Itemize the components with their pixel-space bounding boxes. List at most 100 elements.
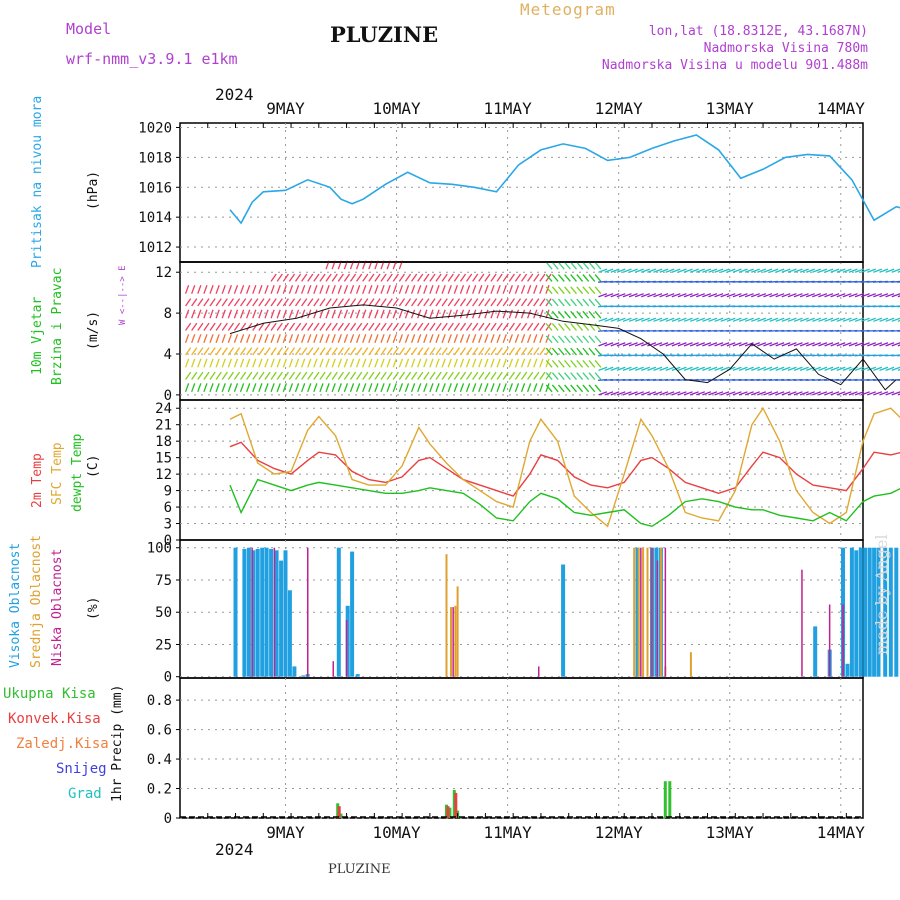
wind-arrow [276, 383, 281, 393]
wind-arrow [441, 383, 446, 393]
wind-arrow [233, 347, 241, 356]
wind-arrow [588, 384, 596, 393]
wind-arrow [380, 334, 385, 343]
wind-arrow [689, 317, 699, 322]
wind-arrow [873, 391, 883, 396]
wind-arrow [325, 334, 330, 343]
wind-arrow [282, 347, 289, 356]
high-cloud-bar [350, 551, 355, 677]
wind-arrow [386, 298, 393, 307]
wind-arrow [702, 391, 712, 396]
wind-arrow [582, 323, 590, 331]
wind-arrow [313, 383, 318, 393]
wind-arrow [398, 371, 406, 380]
wind-arrow [570, 298, 577, 307]
wind-arrow [423, 273, 430, 282]
wind-arrow [897, 281, 900, 283]
wind-arrow [258, 285, 263, 294]
y-tick-label: 1016 [138, 180, 172, 196]
wind-arrow [374, 285, 379, 294]
y-tick-label: 25 [155, 637, 172, 653]
wind-arrow [203, 298, 210, 307]
wind-arrow [453, 358, 458, 368]
wind-arrow [732, 342, 742, 347]
wind-arrow [398, 285, 404, 294]
wind-arrow [564, 286, 571, 295]
wind-arrow [362, 383, 367, 393]
wind-arrow [215, 322, 222, 331]
high-cloud-bar [883, 547, 888, 677]
wind-arrow [374, 334, 379, 343]
wind-arrow [411, 371, 418, 380]
wind-arrow [610, 268, 620, 273]
wind-arrow [582, 335, 590, 344]
wind-arrow [319, 309, 324, 319]
wind-arrow [545, 285, 550, 294]
wind-arrow [508, 322, 515, 331]
wind-arrow [343, 383, 349, 393]
wind-arrow [588, 261, 596, 270]
wind-arrow [616, 391, 626, 396]
wind-arrow [594, 298, 602, 307]
y-tick-label: 18 [155, 434, 172, 450]
wind-arrow [897, 305, 900, 308]
wind-arrow [490, 358, 495, 368]
wind-arrow [582, 298, 590, 307]
wind-arrow [307, 273, 314, 282]
wind-arrow [720, 342, 730, 347]
wind-arrow [368, 298, 375, 307]
wind-arrow [191, 347, 198, 356]
wind-arrow [276, 347, 283, 356]
top-day-label: 9MAY [266, 99, 305, 118]
wind-arrow [897, 319, 900, 322]
wind-arrow [653, 391, 663, 396]
wind-arrow [793, 317, 803, 322]
wind-arrow [557, 286, 565, 295]
wind-arrow [891, 268, 900, 273]
wind-arrow [459, 298, 467, 307]
wind-arrow [355, 358, 361, 368]
wind-arrow [411, 273, 418, 282]
wind-arrow [622, 293, 632, 298]
wind-arrow [689, 366, 699, 371]
wind-arrow [221, 347, 228, 356]
wind-arrow [362, 309, 367, 319]
wind-arrow [502, 371, 509, 380]
wind-arrow [787, 342, 797, 347]
wind-arrow [362, 285, 367, 294]
wind-arrow [879, 317, 889, 322]
wind-arrow [209, 298, 216, 307]
wind-arrow [417, 347, 424, 356]
wind-arrow [301, 371, 308, 380]
wind-arrow [215, 383, 220, 393]
wind-arrow [417, 383, 422, 393]
wind-arrow [842, 317, 852, 322]
wind-arrow [478, 285, 483, 294]
wind-arrow [472, 383, 477, 393]
high-cloud-bar [813, 626, 818, 677]
wind-arrow [726, 317, 736, 322]
wind-arrow [696, 366, 705, 371]
wind-arrow [793, 293, 803, 298]
wind-arrow [392, 309, 397, 319]
wind-arrow [331, 347, 338, 356]
mid-cloud-bar [450, 607, 452, 677]
wind-arrow [622, 366, 632, 371]
wind-arrow [184, 309, 190, 319]
wind-arrow [252, 347, 259, 356]
wind-arrow [653, 317, 663, 322]
wind-arrow [594, 372, 602, 380]
wind-arrow [818, 391, 828, 396]
wind-arrow [551, 310, 559, 319]
wind-arrow [288, 309, 294, 319]
wind-arrow [215, 309, 220, 319]
wind-arrow [258, 322, 265, 331]
low-cloud-bar [538, 666, 540, 677]
wind-arrow [696, 317, 705, 322]
wind-arrow [588, 310, 596, 319]
wind-arrow [757, 293, 767, 298]
wind-arrow [520, 383, 526, 393]
panel-frame [179, 122, 864, 263]
wind-arrow [763, 391, 773, 396]
